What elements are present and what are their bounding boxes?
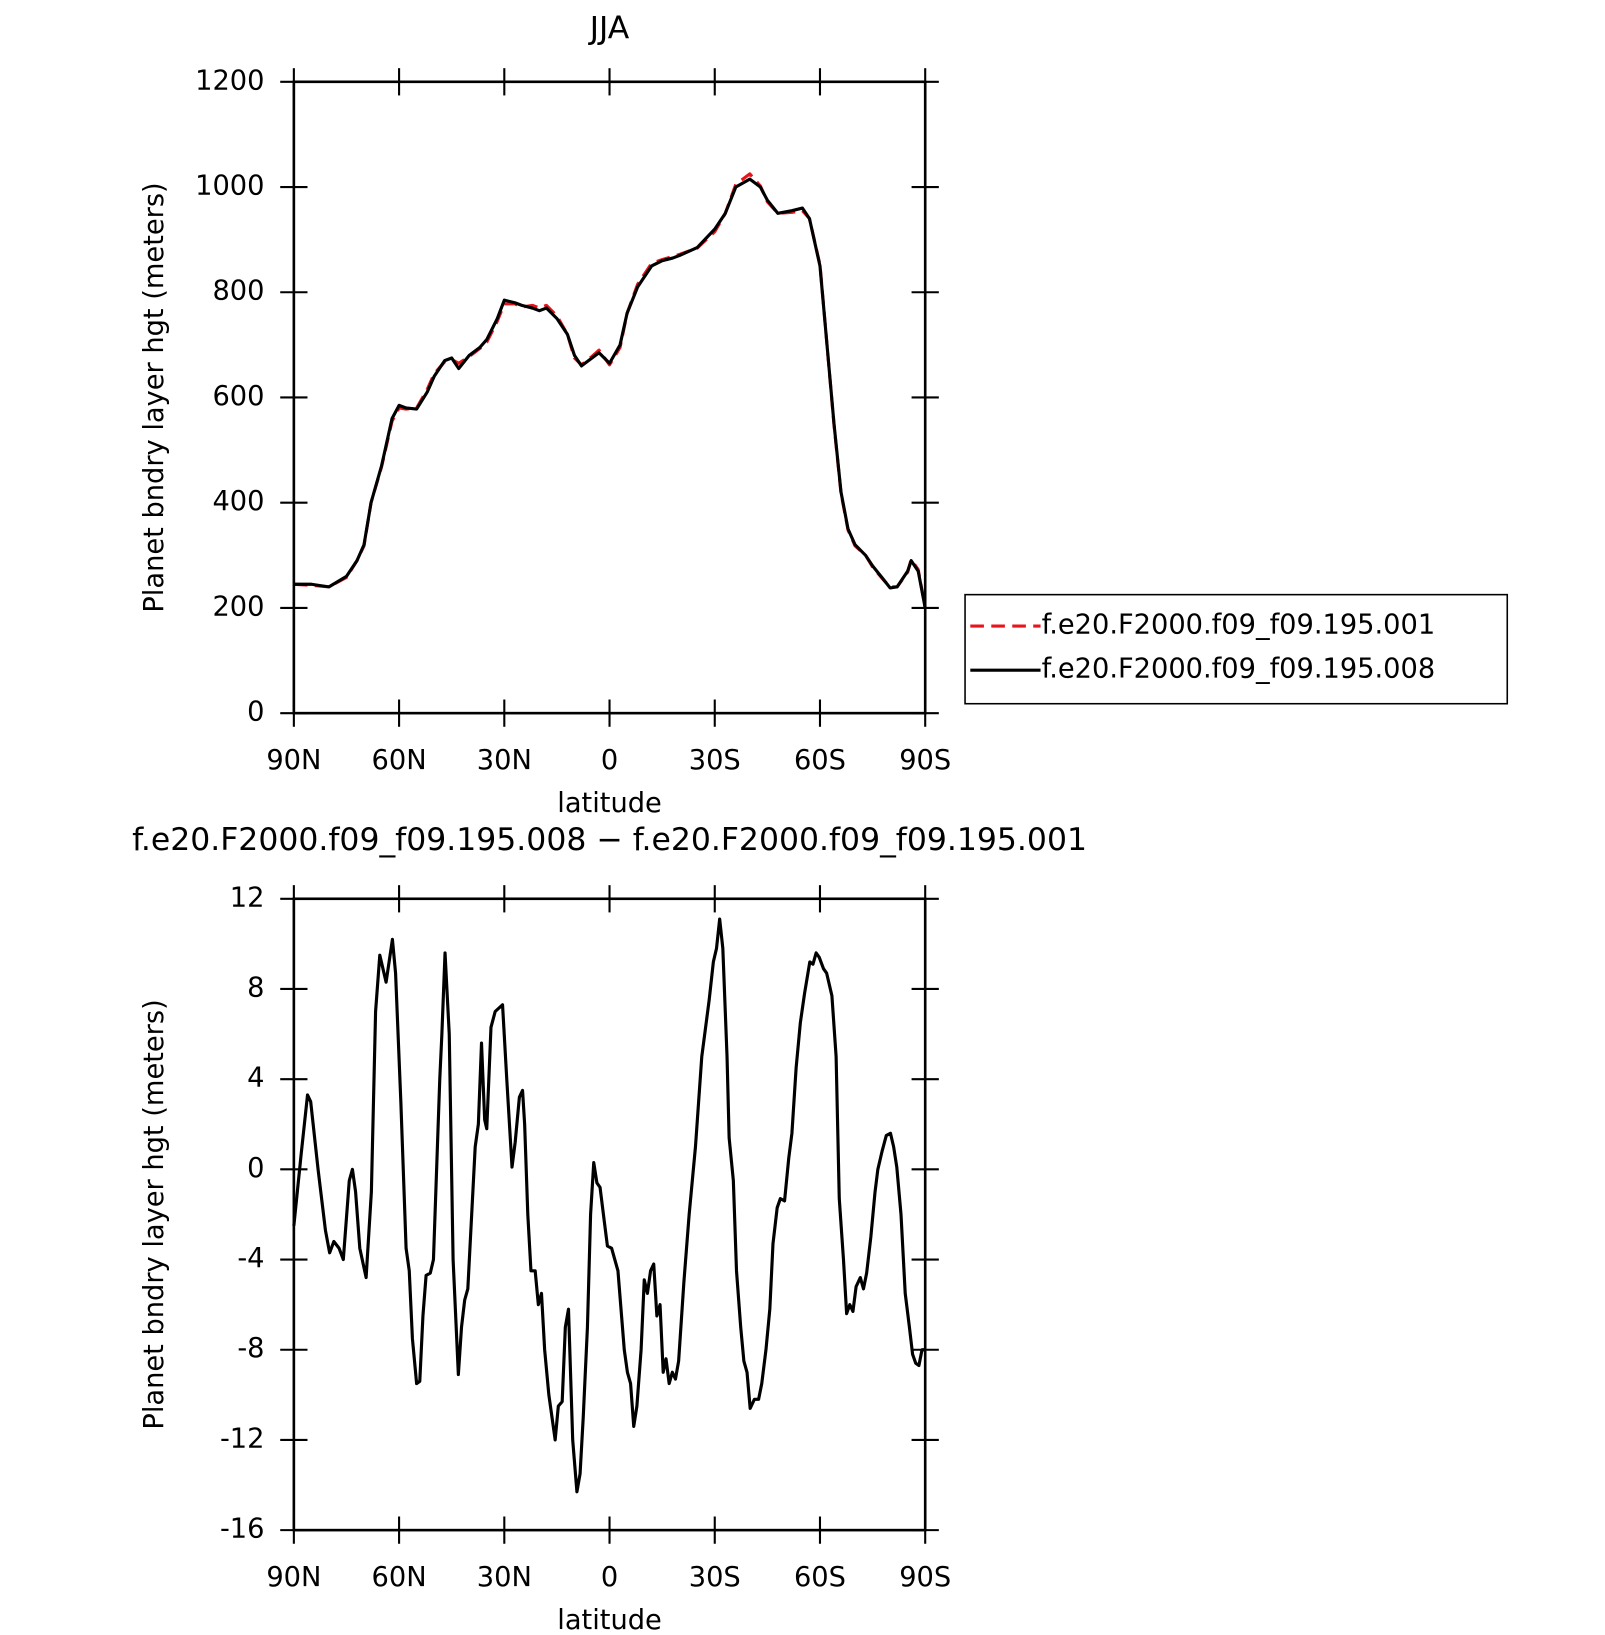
x-tick-label: 90N [266, 1562, 321, 1593]
legend-box [964, 593, 1509, 705]
x-tick-label: 30N [477, 745, 532, 776]
x-tick-label: 30S [689, 745, 741, 776]
plot-frame [292, 80, 927, 715]
y-tick-label: 200 [212, 591, 264, 622]
x-tick-label: 60S [794, 1562, 846, 1593]
y-tick-label: 600 [212, 381, 264, 412]
y-tick-label: 0 [247, 1153, 264, 1184]
y-axis-label: Planet bndry layer hgt (meters) [139, 182, 170, 612]
x-tick-label: 90N [266, 745, 321, 776]
plot-frame [292, 897, 927, 1532]
y-tick-label: 400 [212, 486, 264, 517]
data-line [292, 917, 926, 1494]
x-tick-label: 90S [899, 1562, 951, 1593]
x-tick-label: 0 [601, 745, 618, 776]
x-axis-label: latitude [557, 788, 662, 819]
y-tick-label: -16 [220, 1514, 265, 1545]
x-tick-label: 30S [689, 1562, 741, 1593]
y-tick-label: -8 [237, 1333, 264, 1364]
x-tick-label: 0 [601, 1562, 618, 1593]
x-tick-label: 60S [794, 745, 846, 776]
y-tick-label: 1000 [195, 171, 264, 202]
x-tick-label: 60N [372, 1562, 427, 1593]
chart-title: JJA [588, 10, 630, 46]
legend-label: f.e20.F2000.f09_f09.195.008 [1042, 654, 1436, 685]
x-tick-label: 90S [899, 745, 951, 776]
y-tick-label: -12 [220, 1423, 265, 1454]
y-tick-label: 800 [212, 276, 264, 307]
x-tick-label: 30N [477, 1562, 532, 1593]
y-tick-label: 1200 [195, 65, 264, 96]
y-axis-label: Planet bndry layer hgt (meters) [139, 999, 170, 1429]
x-axis-label: latitude [557, 1605, 662, 1635]
y-tick-label: 4 [247, 1063, 264, 1094]
data-line [293, 177, 927, 609]
y-tick-label: 8 [247, 972, 264, 1003]
y-tick-label: 12 [230, 882, 265, 913]
chart-title: f.e20.F2000.f09_f09.195.008 − f.e20.F200… [132, 822, 1087, 858]
y-tick-label: 0 [247, 697, 264, 728]
y-tick-label: -4 [237, 1243, 264, 1274]
x-tick-label: 60N [372, 745, 427, 776]
legend-label: f.e20.F2000.f09_f09.195.001 [1042, 610, 1436, 641]
